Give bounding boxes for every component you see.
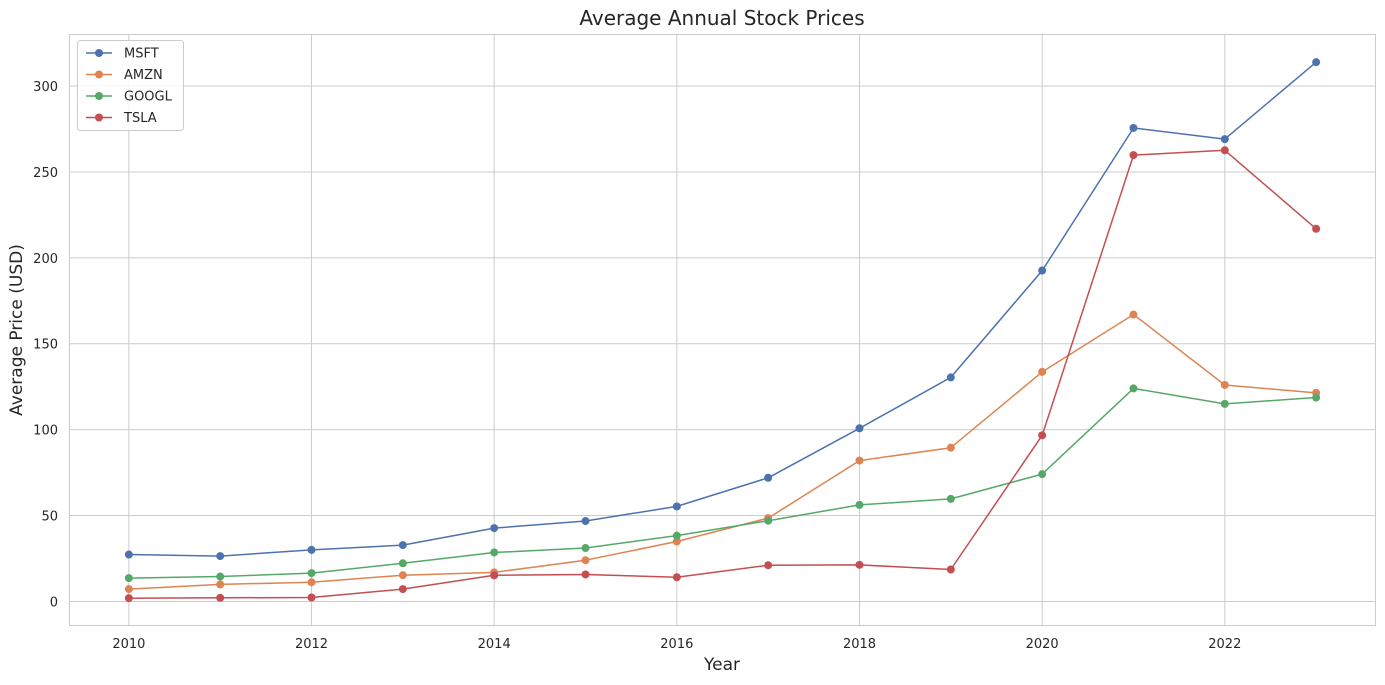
data-point [1129, 384, 1138, 393]
series-line [128, 61, 1317, 557]
data-point [1129, 151, 1138, 160]
data-point [1129, 310, 1138, 319]
legend-label: MSFT [124, 47, 159, 62]
legend-label: GOOGL [124, 90, 173, 105]
data-point [855, 456, 864, 465]
y-tick-label: 200 [33, 252, 58, 267]
series-msft [124, 58, 1321, 561]
y-tick-label: 50 [41, 510, 58, 525]
data-point [307, 545, 316, 554]
data-point [1129, 123, 1138, 132]
x-tick-label: 2016 [660, 637, 693, 652]
legend-item: GOOGL [86, 90, 173, 105]
data-point [1220, 135, 1229, 144]
data-point [124, 585, 133, 594]
data-point [1038, 431, 1047, 440]
data-point [764, 473, 773, 482]
data-point [581, 556, 590, 565]
legend-box [77, 40, 184, 131]
series-line [128, 387, 1317, 579]
data-point [1038, 470, 1047, 479]
data-point [490, 571, 499, 580]
legend-marker [95, 113, 103, 122]
chart-title: Average Annual Stock Prices [579, 6, 864, 30]
series-tsla [124, 146, 1321, 603]
data-point [307, 569, 316, 578]
legend-marker [95, 92, 103, 100]
x-tick-label: 2020 [1026, 637, 1059, 652]
data-point [1038, 367, 1047, 376]
series-line [128, 149, 1317, 599]
data-point [946, 565, 955, 574]
y-tick-label: 100 [33, 424, 58, 439]
data-point [672, 502, 681, 511]
data-point [946, 373, 955, 382]
data-point [1312, 393, 1321, 402]
data-point [124, 594, 133, 603]
x-tick-label: 2014 [478, 637, 511, 652]
data-point [1220, 399, 1229, 408]
legend-item: MSFT [86, 47, 159, 62]
data-point [672, 531, 681, 540]
data-point [672, 537, 681, 546]
data-point [216, 593, 225, 602]
data-point [946, 494, 955, 503]
data-point [216, 552, 225, 561]
data-point [764, 516, 773, 525]
data-point [490, 524, 499, 533]
data-point [490, 548, 499, 557]
x-axis-label: Year [703, 655, 740, 675]
y-tick-labels: 0 50 100 150 200 250 300 [33, 80, 58, 610]
legend-label: TSLA [123, 111, 157, 126]
data-point [398, 559, 407, 568]
data-point [307, 593, 316, 602]
data-point [946, 443, 955, 452]
data-point [307, 578, 316, 587]
series-line [128, 313, 1317, 590]
legend-marker [95, 70, 103, 79]
x-tick-label: 2018 [843, 637, 876, 652]
x-tick-label: 2022 [1208, 637, 1241, 652]
data-point [216, 572, 225, 581]
legend-item: TSLA [86, 111, 157, 126]
data-point [1312, 224, 1321, 233]
y-tick-label: 0 [50, 595, 58, 610]
legend: MSFT AMZN GOOGL TSLA [77, 40, 184, 131]
data-point [581, 517, 590, 526]
legend-label: AMZN [124, 68, 163, 83]
legend-marker [95, 49, 103, 57]
data-point [1220, 146, 1229, 155]
data-point [398, 585, 407, 594]
data-point [855, 560, 864, 569]
data-point [855, 424, 864, 433]
data-point [672, 573, 681, 582]
plot-frame [69, 34, 1376, 626]
data-point [398, 541, 407, 550]
grid-lines [69, 34, 1376, 626]
data-point [216, 580, 225, 589]
data-point [581, 570, 590, 579]
series-layer [124, 58, 1321, 603]
data-point [124, 574, 133, 583]
data-point [581, 544, 590, 553]
data-point [124, 550, 133, 559]
y-axis-label: Average Price (USD) [7, 244, 27, 416]
data-point [855, 500, 864, 509]
data-point [1312, 58, 1321, 67]
data-point [1220, 380, 1229, 389]
x-tick-label: 2012 [295, 637, 328, 652]
x-tick-labels: 2010 2012 2014 2016 2018 2020 2022 [112, 637, 1241, 652]
y-tick-label: 300 [33, 80, 58, 95]
legend-item: AMZN [86, 68, 163, 83]
y-tick-label: 150 [33, 338, 58, 353]
data-point [1038, 266, 1047, 275]
data-point [398, 571, 407, 580]
series-googl [124, 384, 1321, 583]
y-tick-label: 250 [33, 166, 58, 181]
data-point [764, 561, 773, 570]
x-tick-label: 2010 [112, 637, 145, 652]
